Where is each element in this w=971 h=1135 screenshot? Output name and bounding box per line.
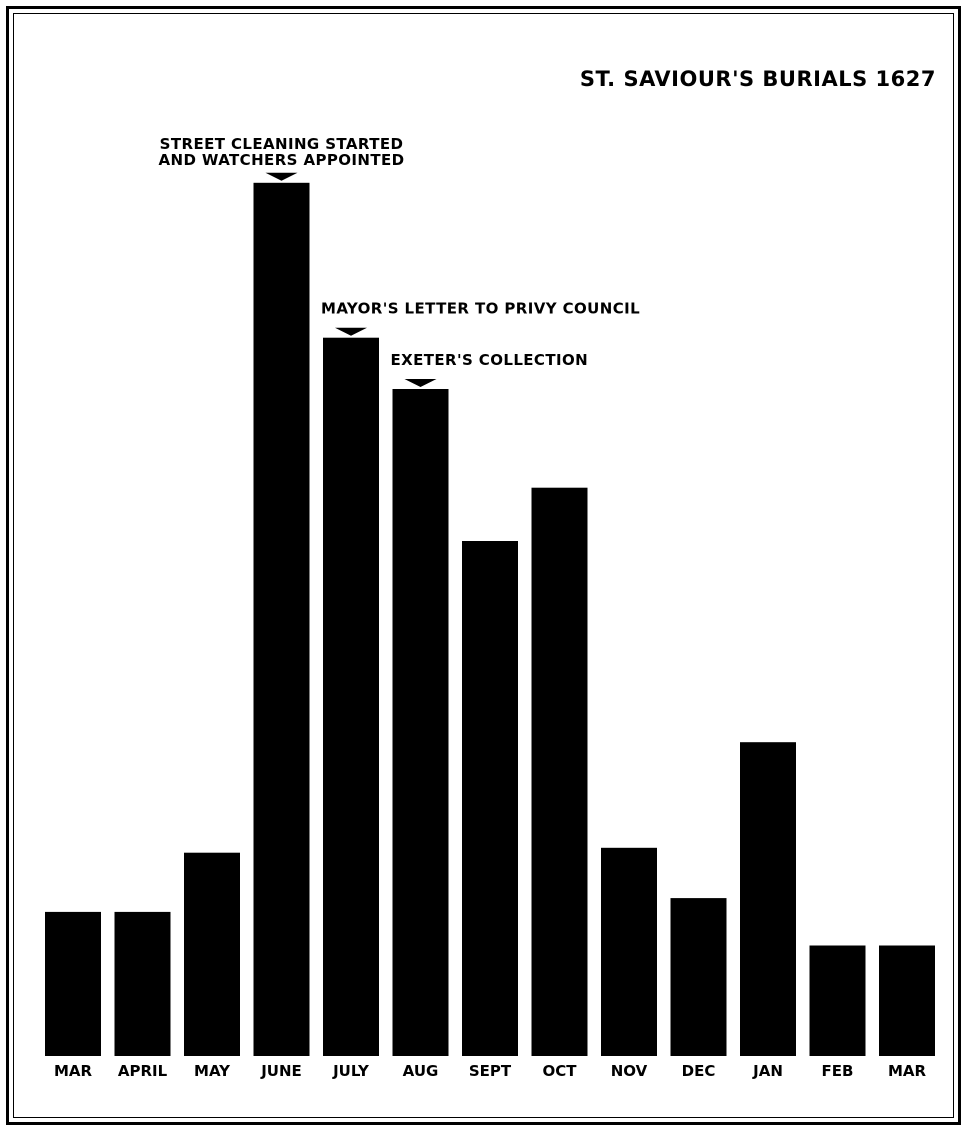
- bar-july-4: [323, 337, 379, 1056]
- chart-title: ST. SAVIOUR'S BURIALS 1627: [580, 67, 936, 91]
- x-tick-label: APRIL: [118, 1062, 168, 1080]
- annotation-marker: [335, 327, 367, 336]
- bar-mar-0: [45, 911, 101, 1056]
- x-tick-label: JULY: [332, 1062, 370, 1080]
- x-tick-label: FEB: [822, 1062, 854, 1080]
- annotation-label: EXETER'S COLLECTION: [391, 351, 589, 369]
- bar-nov-8: [601, 847, 657, 1056]
- bar-mar-12: [879, 945, 935, 1056]
- x-tick-label: DEC: [682, 1062, 716, 1080]
- bar-jan-10: [740, 742, 796, 1056]
- bar-may-2: [184, 852, 240, 1056]
- annotation-label: MAYOR'S LETTER TO PRIVY COUNCIL: [321, 300, 640, 318]
- bar-sept-6: [462, 541, 518, 1056]
- x-tick-label: MAY: [194, 1062, 231, 1080]
- bars-layer: [45, 182, 935, 1057]
- bar-june-3: [253, 182, 310, 1057]
- bar-aug-5: [392, 389, 449, 1056]
- annotation-markers-layer: [265, 172, 437, 388]
- annotation-marker: [404, 379, 437, 388]
- bar-feb-11: [809, 945, 866, 1056]
- x-tick-label: MAR: [888, 1062, 927, 1080]
- x-tick-label: SEPT: [469, 1062, 512, 1080]
- x-tick-label: JUNE: [260, 1062, 302, 1080]
- bar-oct-7: [531, 487, 588, 1056]
- annotation-label: AND WATCHERS APPOINTED: [159, 151, 405, 169]
- chart-frame-inner-border: [13, 13, 954, 1118]
- annotation-marker: [265, 172, 298, 181]
- x-tick-label: AUG: [403, 1062, 439, 1080]
- bar-dec-9: [670, 898, 727, 1056]
- x-tick-label: NOV: [611, 1062, 648, 1080]
- x-tick-label: OCT: [543, 1062, 578, 1080]
- x-axis-tick-labels: MAR APRIL MAY JUNE JULY AUG SEPT OCT NOV DEC JAN FE…: [54, 1062, 927, 1080]
- bar-april-1: [114, 911, 171, 1056]
- annotation-label: STREET CLEANING STARTED: [160, 135, 404, 153]
- x-tick-label: MAR: [54, 1062, 93, 1080]
- x-tick-label: JAN: [752, 1062, 783, 1080]
